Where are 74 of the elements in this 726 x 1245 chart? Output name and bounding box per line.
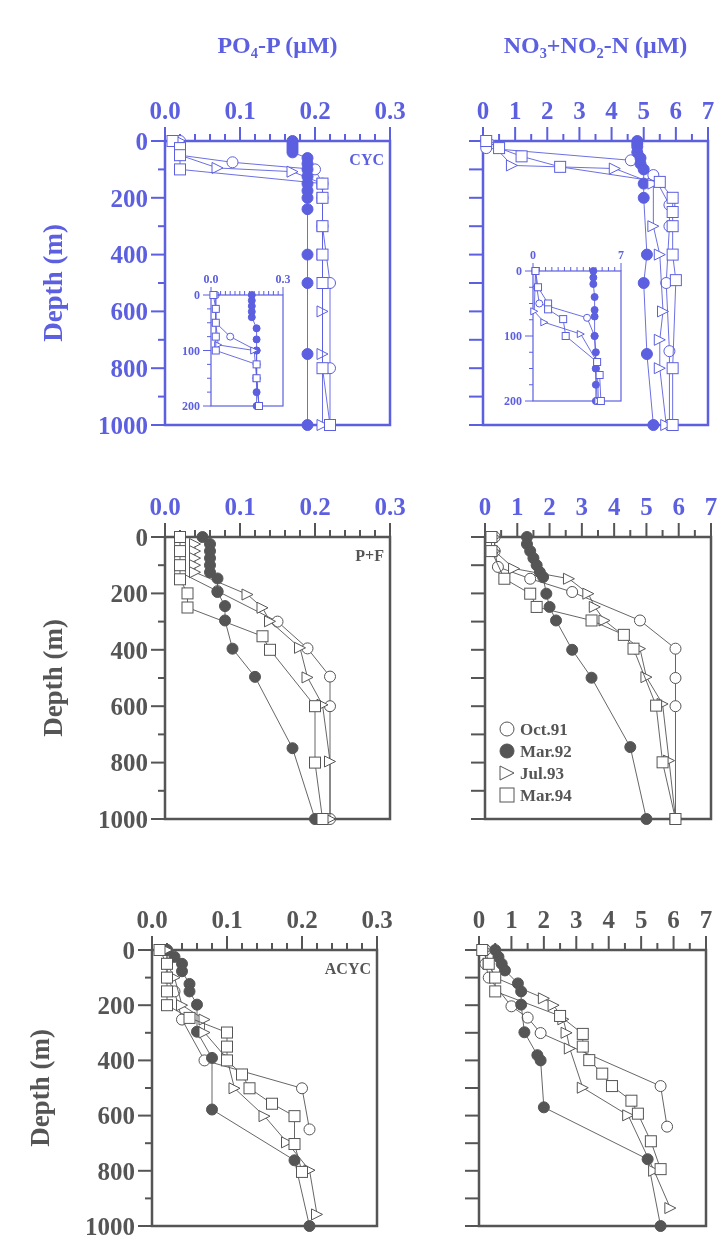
x-tick-label: 2 (541, 97, 554, 124)
y-tick-label: 0 (194, 288, 200, 303)
y-axis-title: Depth (m) (38, 619, 69, 737)
legend-label: Oct.91 (520, 719, 568, 739)
x-tick-label: 6 (669, 97, 683, 124)
chart-title: PO₄-P (μM) (217, 32, 338, 58)
y-tick-label: 100 (182, 343, 200, 358)
x-tick-label: 2 (537, 906, 551, 933)
x-tick-label: 5 (640, 493, 653, 520)
y-tick-label: 0 (135, 523, 148, 551)
annotation: ACYC (324, 960, 371, 977)
x-tick-label: 3 (575, 493, 589, 520)
x-tick-label: 7 (704, 493, 718, 520)
x-tick-label: 0 (478, 493, 492, 520)
y-tick-label: 200 (110, 580, 148, 608)
x-tick-label: 5 (637, 97, 650, 124)
legend-label: Mar.94 (520, 785, 573, 805)
x-tick-label: 7 (701, 97, 715, 124)
y-tick-label: 1000 (85, 1212, 135, 1240)
x-tick-label: 4 (605, 97, 619, 124)
x-tick-label: 3 (573, 97, 586, 124)
x-tick-label: 1 (508, 97, 522, 124)
y-tick-label: 1000 (98, 805, 148, 833)
x-tick-label: 0.2 (299, 493, 331, 520)
x-tick-label: 0.1 (211, 906, 243, 933)
x-tick-label: 0.3 (374, 97, 406, 124)
x-tick-label: 1 (505, 906, 518, 933)
x-tick-label: 0.3 (275, 272, 291, 286)
x-tick-label: 6 (672, 493, 685, 520)
x-tick-label: 4 (602, 906, 616, 933)
y-axis-title: Depth (m) (38, 224, 69, 342)
x-tick-label: 0.0 (136, 906, 168, 933)
annotation: P+F (355, 547, 385, 564)
x-tick-label: 5 (634, 906, 648, 933)
x-tick-label: 0.0 (203, 272, 219, 286)
x-tick-label: 0.2 (299, 97, 331, 124)
x-tick-label: 7 (618, 248, 624, 262)
x-tick-label: 2 (543, 493, 556, 520)
x-tick-label: 0.0 (149, 97, 181, 124)
x-tick-label: 0 (472, 906, 486, 933)
x-tick-label: 0.1 (224, 493, 256, 520)
annotation: CYC (349, 151, 384, 168)
x-tick-label: 0.0 (149, 493, 181, 520)
y-tick-label: 800 (97, 1157, 135, 1185)
y-tick-label: 0 (135, 127, 148, 155)
x-tick-label: 0.2 (286, 906, 318, 933)
y-tick-label: 1000 (98, 411, 148, 439)
x-tick-label: 0.1 (224, 97, 256, 124)
y-tick-label: 600 (110, 692, 148, 720)
x-tick-label: 0.3 (361, 906, 393, 933)
y-tick-label: 200 (504, 394, 522, 409)
x-tick-label: 0.3 (374, 493, 406, 520)
y-tick-label: 200 (110, 184, 148, 212)
y-tick-label: 800 (110, 354, 148, 382)
y-tick-label: 200 (97, 991, 135, 1019)
y-tick-label: 0 (122, 936, 135, 964)
y-tick-label: 800 (110, 749, 148, 777)
x-tick-label: 1 (511, 493, 524, 520)
y-tick-label: 400 (110, 636, 148, 664)
y-tick-label: 600 (110, 298, 148, 326)
legend-label: Jul.93 (520, 763, 564, 783)
x-tick-label: 4 (607, 493, 621, 520)
y-axis-title: Depth (m) (25, 1029, 56, 1147)
y-tick-label: 400 (97, 1047, 135, 1075)
y-tick-label: 600 (97, 1102, 135, 1130)
legend-label: Mar.92 (520, 741, 572, 761)
x-tick-label: 3 (570, 906, 583, 933)
x-tick-label: 6 (667, 906, 680, 933)
y-tick-label: 400 (110, 241, 148, 269)
x-tick-label: 0 (476, 97, 490, 124)
chart-title: NO₃+NO₂-N (μM) (503, 32, 688, 58)
y-tick-label: 200 (182, 399, 200, 414)
x-tick-label: 7 (699, 906, 713, 933)
y-tick-label: 100 (504, 329, 522, 344)
